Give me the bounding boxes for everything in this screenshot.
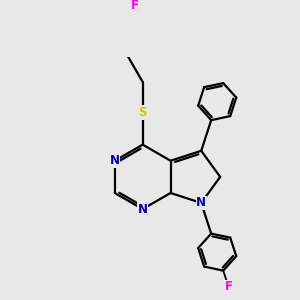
Text: N: N — [196, 196, 206, 209]
Text: F: F — [131, 0, 139, 12]
Text: N: N — [138, 202, 148, 216]
Text: S: S — [138, 106, 147, 119]
Text: F: F — [224, 280, 232, 293]
Text: N: N — [110, 154, 120, 167]
